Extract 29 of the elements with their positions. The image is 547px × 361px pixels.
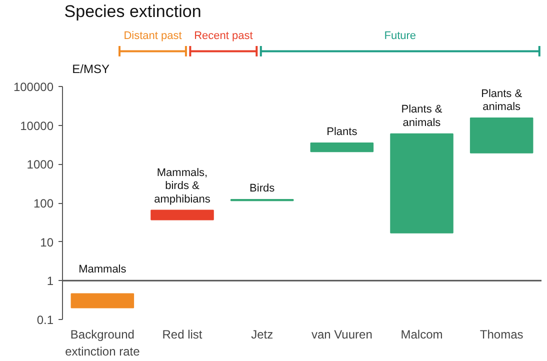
annotation: Plants & animals [401,104,443,129]
x-tick-label: Thomas [480,328,524,342]
text: Distant past [124,30,182,42]
x-tick-label: van Vuuren [311,328,372,342]
text: Recent past [194,30,253,42]
annotation: Plants [326,126,358,138]
x-tick-label: Red list [162,328,203,342]
annotation: Birds [250,182,276,195]
bar [70,293,134,308]
y-tick-label: 10000 [20,118,54,133]
annotation: Plants & animals [481,88,523,113]
bar [390,133,454,234]
chart-title: Species extinction [64,2,202,21]
bar [150,210,214,220]
y-tick-label: 10 [40,235,54,250]
bar [310,142,374,152]
y-tick-label: 1 [46,274,54,288]
x-tick-label: Jetz [251,328,274,342]
text: Future [384,30,416,42]
bar [470,117,534,154]
x-tick-label: Background extinction rate [65,328,140,358]
y-tick-label: 0.1 [36,313,54,327]
y-axis-title: E/MSY [72,62,110,76]
annotation: Mammals [78,264,127,276]
y-tick-label: 100 [33,196,54,210]
y-tick-label: 100000 [13,80,54,94]
x-tick-label: Malcom [400,328,443,342]
y-tick-label: 1000 [26,158,54,172]
annotation: Mammals, birds & amphibians [154,166,211,206]
